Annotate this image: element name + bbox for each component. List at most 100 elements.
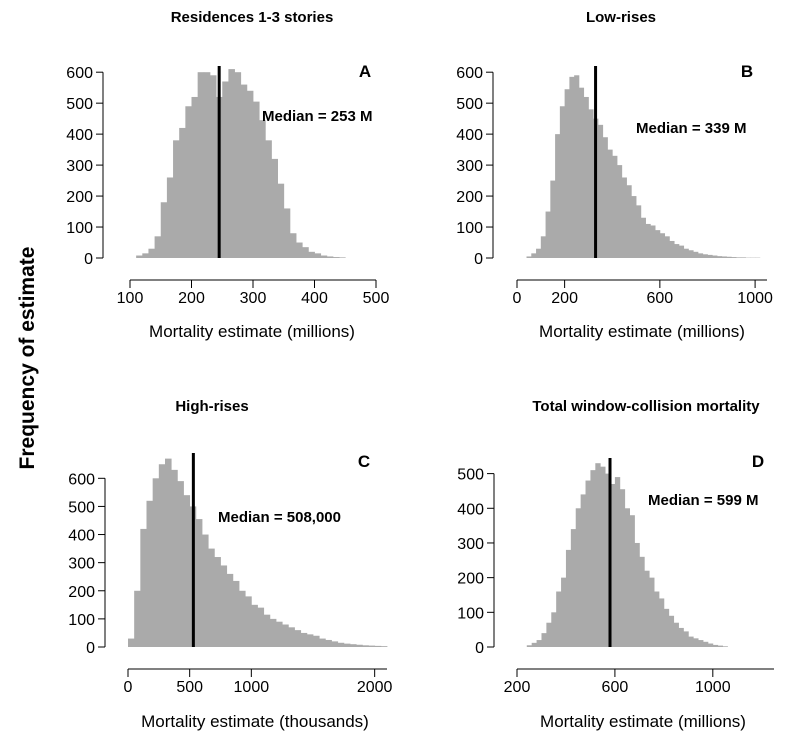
histogram-bar (649, 577, 655, 647)
histogram-bar (302, 247, 309, 258)
figure-y-axis-label: Frequency of estimate (16, 247, 39, 470)
panel-letter: A (359, 62, 371, 81)
histogram-bar (654, 591, 660, 647)
histogram-bar (195, 519, 203, 647)
histogram-bar (678, 245, 685, 258)
histogram-bar (277, 183, 285, 258)
x-tick-label: 2000 (357, 679, 393, 696)
y-tick-label: 300 (456, 158, 483, 175)
y-tick-label: 500 (457, 467, 484, 484)
histogram-bar (602, 137, 608, 258)
panel-letter: C (358, 452, 370, 471)
histogram-bar (214, 557, 221, 647)
histogram-bar (607, 149, 613, 258)
histogram-bar (555, 134, 561, 258)
x-tick-label: 600 (602, 679, 629, 696)
y-tick-label: 0 (84, 251, 93, 268)
histogram-bar (140, 528, 147, 647)
y-tick-label: 500 (66, 96, 93, 113)
median-annotation: Median = 339 M (636, 120, 746, 137)
y-tick-label: 500 (456, 96, 483, 113)
panel-d: 0 100 200 300 400 500 200 600 1000 Total window-c… (457, 398, 774, 731)
histogram-bar (306, 634, 314, 647)
y-tick-label: 0 (86, 640, 95, 657)
histogram-bar (698, 640, 704, 647)
histogram-bar (531, 253, 537, 258)
histogram-bar (282, 624, 289, 647)
histogram-bar (536, 640, 542, 647)
histogram-bar (294, 630, 302, 647)
histogram-bar (232, 580, 240, 647)
histogram-bar (617, 165, 623, 258)
histogram-bar (283, 208, 291, 258)
histogram-bar (234, 72, 242, 258)
histogram-bar (319, 638, 326, 647)
histogram-bar (693, 251, 699, 258)
histogram-bar (185, 106, 192, 258)
histogram-bar (288, 627, 295, 647)
y-tick-label: 0 (474, 251, 483, 268)
histogram-bar (545, 211, 551, 258)
histogram-bar (585, 480, 591, 647)
histogram-bar (583, 96, 589, 258)
histogram-bar (588, 109, 594, 258)
y-tick-label: 100 (68, 612, 95, 629)
y-tick-label: 0 (475, 640, 484, 657)
histogram-bar (158, 464, 166, 647)
histogram-bar (134, 590, 141, 647)
histogram-bar (332, 257, 340, 258)
y-tick-label: 500 (68, 499, 95, 516)
y-tick-label: 400 (456, 127, 483, 144)
histogram-bar (614, 477, 621, 647)
histogram-bar (693, 638, 699, 647)
histogram-bar (702, 254, 708, 258)
x-tick-label: 0 (513, 290, 522, 307)
histogram-bar (726, 256, 732, 258)
histogram-bar (626, 185, 632, 258)
panel-b: 0 100 200 300 400 500 600 0 200 600 1000 Low-rises B… (456, 9, 773, 341)
y-tick-label: 600 (456, 65, 483, 82)
panel-c: 0 100 200 300 400 500 600 0 500 1000 2000 High-rise… (68, 398, 392, 731)
histogram-bar (269, 618, 277, 647)
histogram-bar (289, 233, 297, 258)
histogram-bar (717, 256, 723, 258)
y-tick-label: 300 (66, 158, 93, 175)
histogram-bar (203, 72, 211, 258)
histogram-bar (636, 205, 642, 258)
histogram-bar (148, 248, 155, 258)
x-axis-label: Mortality estimate (millions) (149, 322, 355, 341)
histogram-bar (209, 75, 217, 258)
histogram-bar (526, 645, 533, 647)
histogram-bar (239, 590, 246, 647)
histogram-bar (621, 177, 627, 258)
histogram-bar (197, 72, 205, 258)
histogram-bar (644, 570, 650, 647)
histogram-bar (246, 90, 254, 259)
histogram-bar (655, 230, 661, 258)
histogram-bar (380, 646, 388, 647)
y-tick-label: 100 (457, 605, 484, 622)
histogram-bar (171, 469, 178, 647)
x-tick-label: 100 (117, 290, 144, 307)
histogram-bar (629, 515, 635, 647)
histogram-bar (314, 253, 322, 258)
x-tick-label: 300 (240, 290, 267, 307)
histogram-bar (536, 248, 542, 258)
x-tick-label: 500 (176, 679, 203, 696)
histogram-bar (173, 140, 180, 258)
x-tick-label: 600 (647, 290, 674, 307)
histogram-bar (177, 481, 184, 647)
histogram-bar (208, 548, 215, 647)
histogram-bar (570, 529, 577, 647)
y-tick-label: 400 (66, 127, 93, 144)
y-tick-label: 300 (457, 536, 484, 553)
median-annotation: Median = 253 M (262, 108, 372, 125)
histogram-bar (590, 470, 596, 647)
histogram-bar (331, 641, 339, 647)
histogram-bar (597, 124, 604, 258)
histogram-bar (300, 632, 308, 647)
histogram-bar (265, 140, 272, 258)
histogram-bar (222, 81, 229, 258)
y-tick-label: 200 (68, 584, 95, 601)
x-axis-label: Mortality estimate (thousands) (141, 712, 369, 731)
